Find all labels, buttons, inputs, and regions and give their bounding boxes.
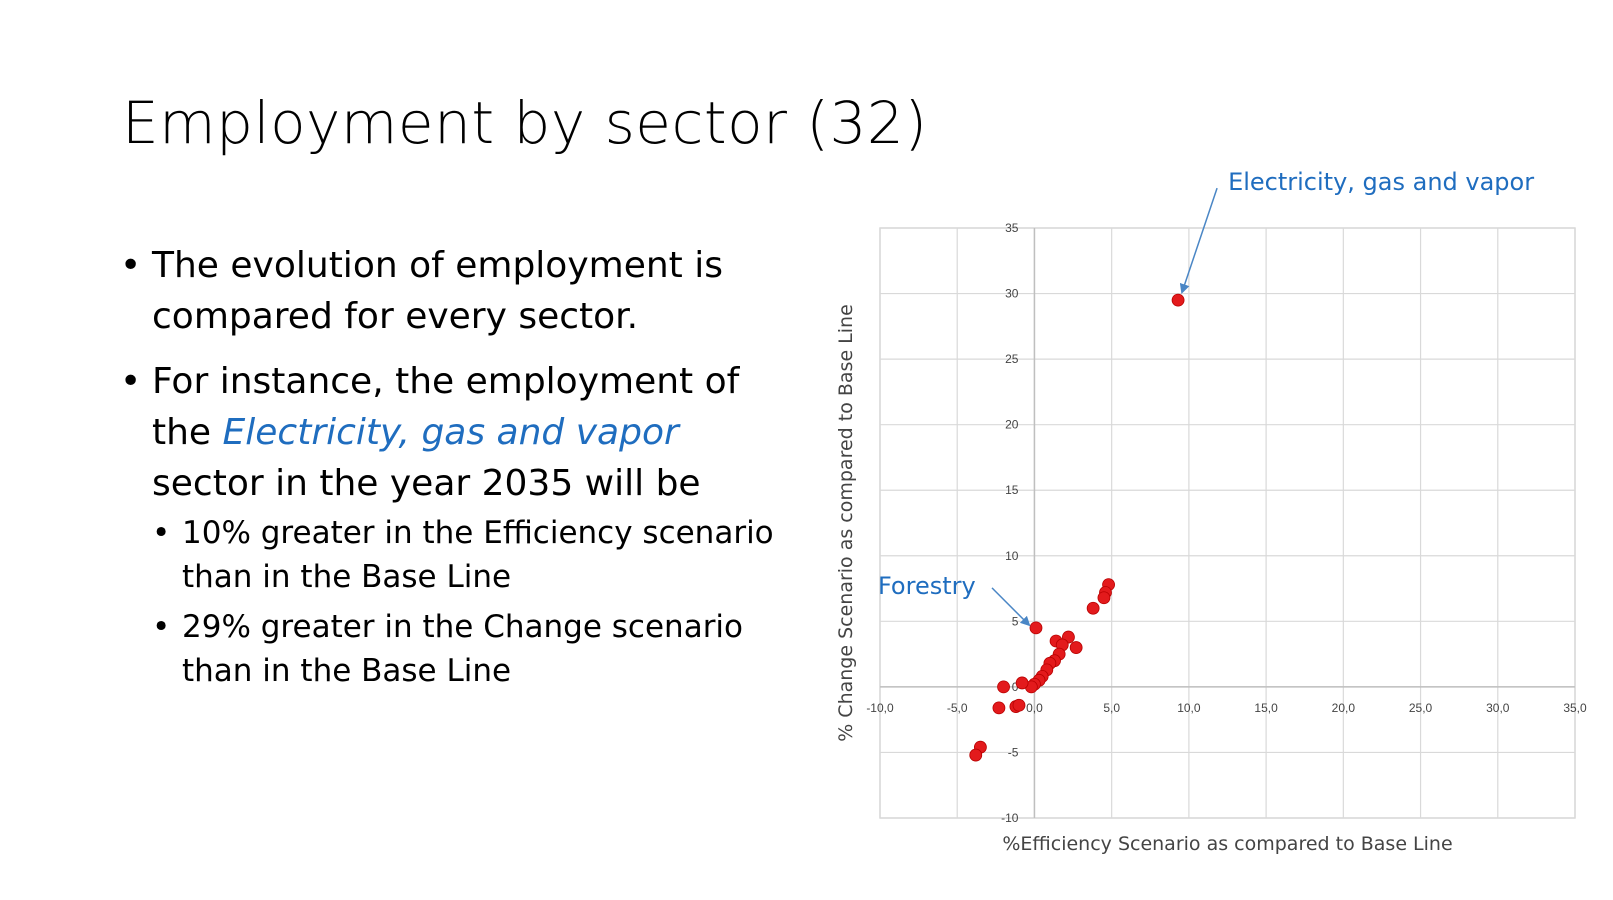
x-tick-label: 0,0 [1026, 701, 1043, 715]
data-point [1015, 676, 1029, 690]
data-points [969, 293, 1185, 762]
y-axis-label: % Change Scenario as compared to Base Li… [835, 304, 857, 742]
bullet-comparison-text: The evolution of employment is compared … [152, 245, 723, 337]
annotation-electricity: Electricity, gas and vapor [1228, 168, 1534, 196]
sub-bullet-change-text: 29% greater in the Change scenario than … [182, 609, 744, 689]
x-tick-label: 15,0 [1254, 701, 1278, 715]
data-point [1086, 601, 1100, 615]
data-point [997, 680, 1010, 694]
sub-bullet-efficiency-text: 10% greater in the Efficiency scenario t… [182, 515, 774, 595]
data-point [969, 748, 983, 762]
x-tick-label: 5,0 [1103, 701, 1120, 715]
x-tick-label: 30,0 [1486, 701, 1510, 715]
plot-frame [879, 227, 1576, 819]
chart-grid [879, 227, 1576, 819]
tick-labels: -10,0 -5,0 0,0 5,0 10,0 15,0 20,0 25,0 30,0 35,0 -… [866, 221, 1587, 825]
bullet-example-post: sector in the year 2035 will be [152, 463, 701, 504]
data-point [992, 701, 1006, 715]
y-tick-label: 0 [1012, 680, 1019, 694]
sector-highlight: Electricity, gas and vapor [222, 412, 679, 453]
y-tick-label: 5 [1012, 614, 1019, 628]
annotation-arrow-electricity [1179, 187, 1218, 295]
y-tick-label: 15 [1005, 483, 1019, 497]
bullet-example: For instance, the employment of the Elec… [120, 356, 800, 693]
annotations: Electricity, gas and vapor Forestry [878, 168, 1534, 627]
annotation-arrow-forestry [991, 587, 1031, 627]
y-tick-label: 20 [1005, 418, 1019, 432]
bullet-comparison: The evolution of employment is compared … [120, 240, 800, 342]
y-tick-label: 30 [1005, 287, 1019, 301]
bullet-example-pre: For instance, the employment of the [152, 361, 740, 453]
y-tick-label: -5 [1008, 745, 1019, 759]
sub-bullet-list: 10% greater in the Efficiency scenario t… [152, 511, 800, 693]
data-point [1171, 293, 1185, 307]
y-tick-label: 10 [1005, 549, 1019, 563]
x-tick-label: 20,0 [1332, 701, 1356, 715]
x-tick-label: 10,0 [1177, 701, 1201, 715]
bullet-list: The evolution of employment is compared … [120, 240, 800, 707]
y-tick-label: -10 [1001, 811, 1019, 825]
x-tick-label: 35,0 [1563, 701, 1587, 715]
data-point [1069, 641, 1083, 654]
x-tick-label: -10,0 [866, 701, 894, 715]
sub-bullet-change: 29% greater in the Change scenario than … [152, 605, 800, 693]
data-point [1029, 621, 1043, 635]
data-point [1097, 591, 1111, 605]
data-point [1012, 698, 1026, 712]
annotation-forestry: Forestry [878, 572, 976, 600]
sub-bullet-efficiency: 10% greater in the Efficiency scenario t… [152, 511, 800, 599]
slide-title: Employment by sector (32) [122, 89, 928, 157]
y-tick-label: 35 [1005, 221, 1019, 235]
x-tick-label: 25,0 [1409, 701, 1433, 715]
x-axis-label: %Efficiency Scenario as compared to Base… [1002, 833, 1452, 855]
y-tick-label: 25 [1005, 352, 1019, 366]
x-tick-label: -5,0 [947, 701, 968, 715]
chart-axes [880, 228, 1575, 818]
